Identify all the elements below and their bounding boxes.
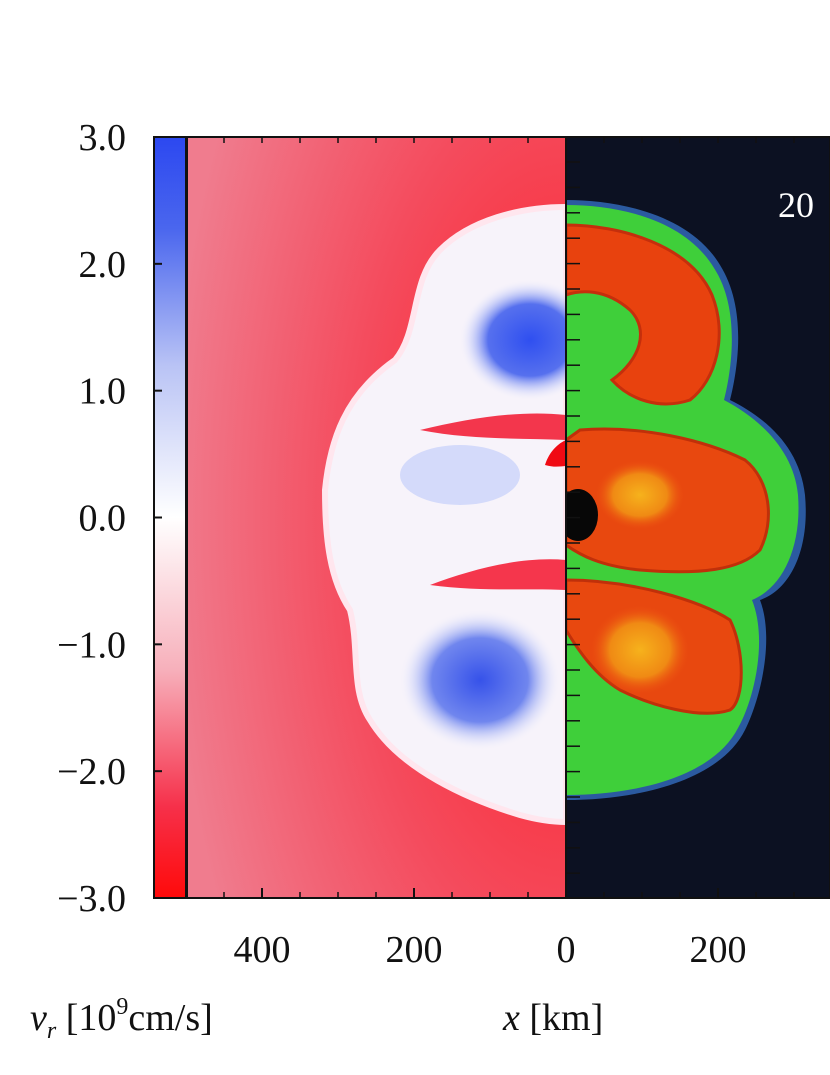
x-tick-label: 200 xyxy=(690,929,747,971)
colorbar-tick-label: −1.0 xyxy=(57,624,126,666)
x-tick-label: 400 xyxy=(234,929,291,971)
x-axis-ticks: 400 200 0 200 xyxy=(234,888,747,971)
colorbar-tick-label: 3.0 xyxy=(79,117,127,159)
colorbar-tick-label: −3.0 xyxy=(57,878,126,920)
x-tick-label: 0 xyxy=(557,929,576,971)
colorbar-label: vr [109cm/s] xyxy=(30,994,213,1044)
colorbar-tick-label: −2.0 xyxy=(57,751,126,793)
composition-panel xyxy=(566,137,830,898)
x-axis-label: x [km] xyxy=(502,997,603,1039)
x-tick-label: 200 xyxy=(386,929,443,971)
minor-ticks xyxy=(223,137,795,898)
panel-time-label: 20 xyxy=(778,185,814,225)
colorbar-tick-label: 1.0 xyxy=(79,371,127,413)
colorbar-tick-label: 2.0 xyxy=(79,244,127,286)
velocity-panel xyxy=(187,137,566,898)
colorbar-ticks: 3.0 2.0 1.0 0.0 −1.0 −2.0 −3.0 xyxy=(57,117,162,920)
colorbar-tick-label: 0.0 xyxy=(79,498,127,540)
